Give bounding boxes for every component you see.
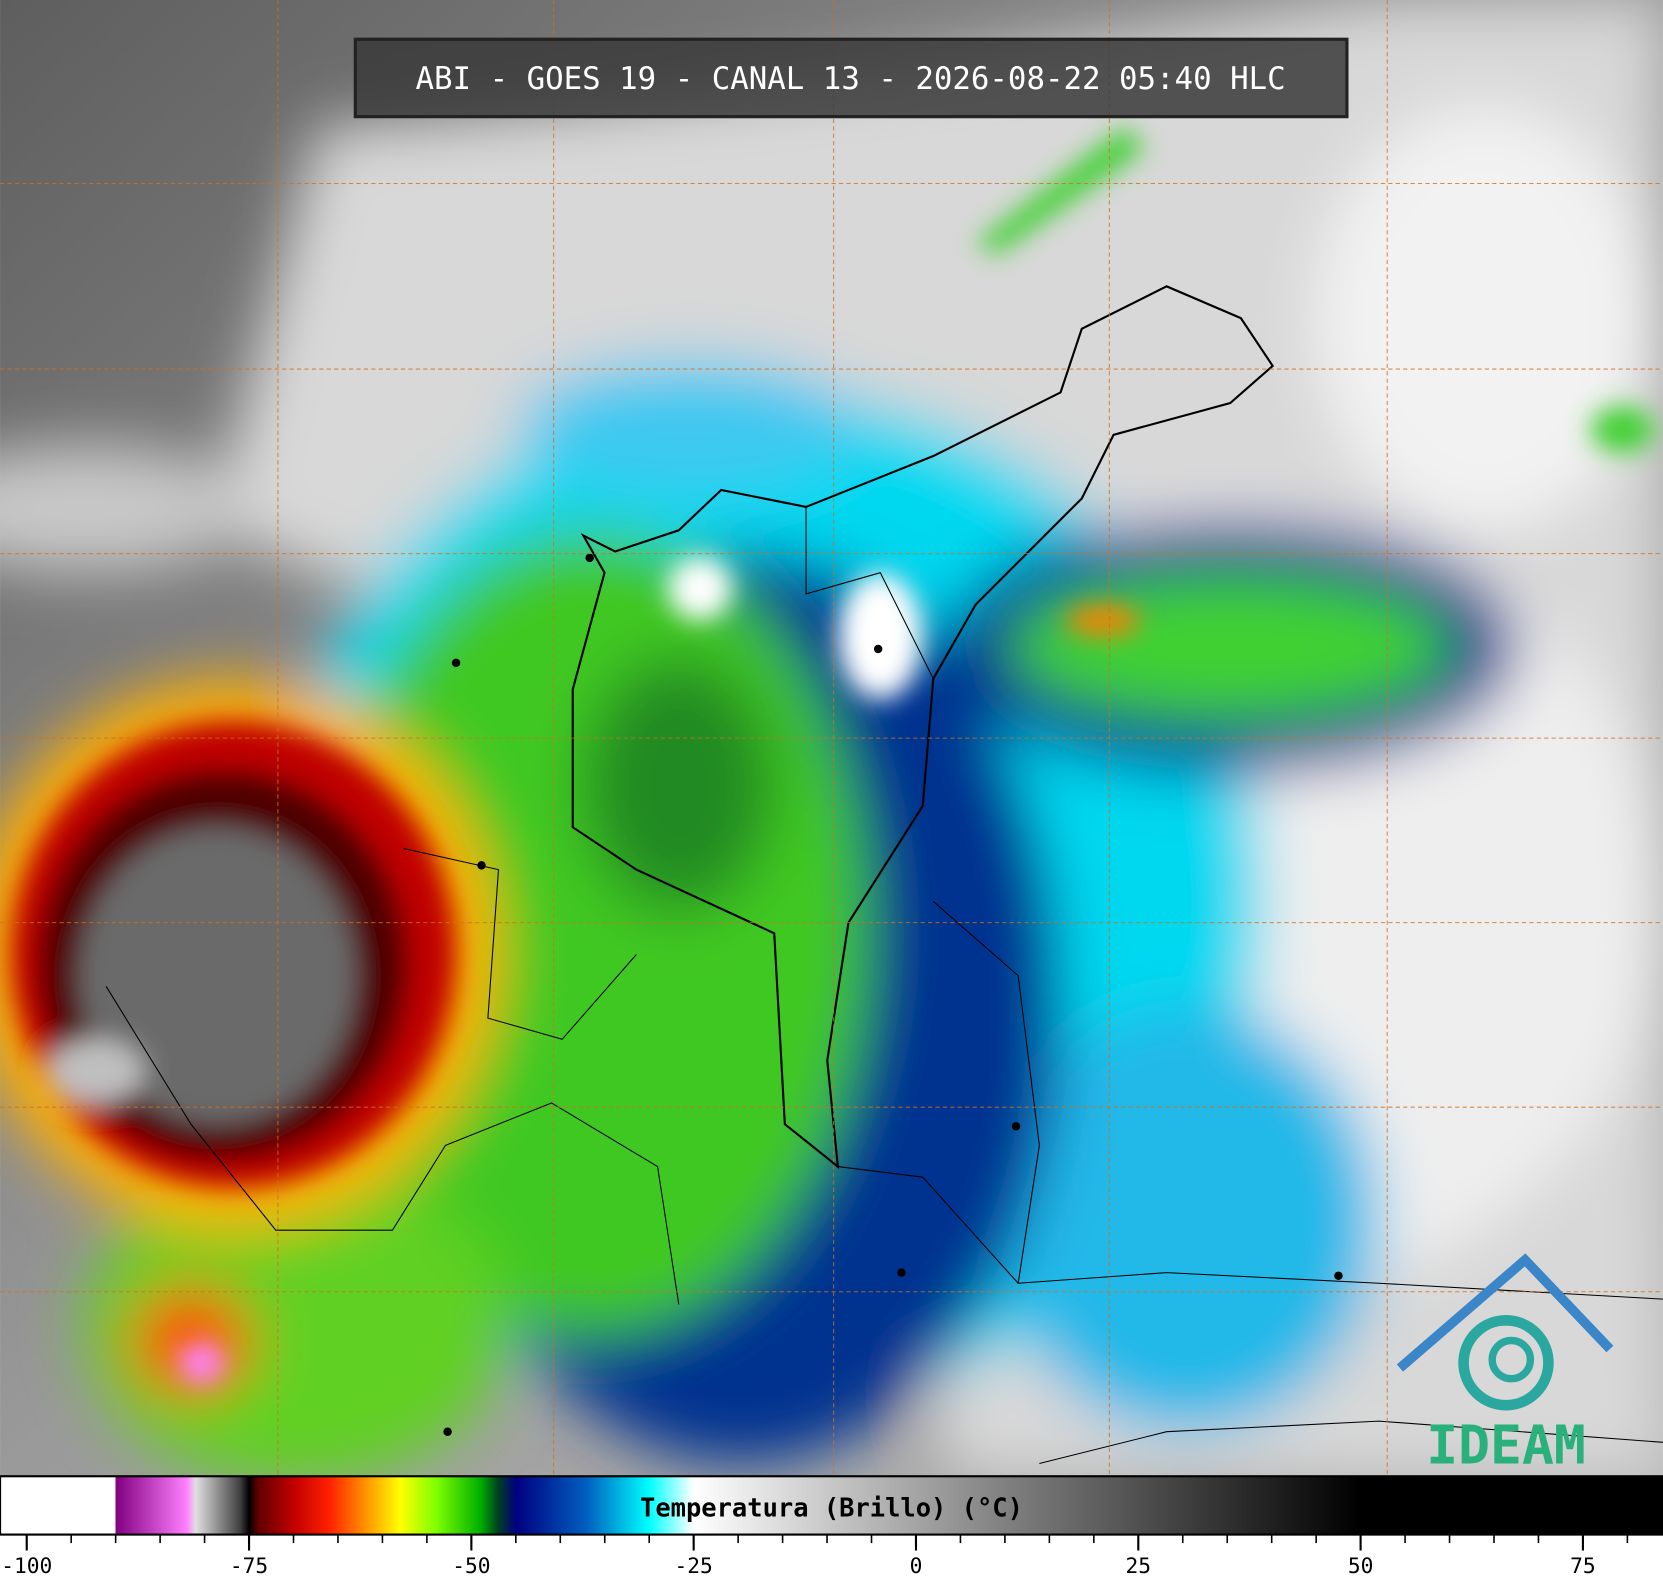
tick-label: -75 <box>230 1554 268 1577</box>
imagery <box>0 0 1663 1485</box>
logo-text: IDEAM <box>1426 1415 1586 1477</box>
tick-label: 50 <box>1348 1554 1374 1577</box>
tick-label: 0 <box>910 1554 923 1577</box>
tick-label: 25 <box>1126 1554 1152 1577</box>
tick-label: -50 <box>452 1554 490 1577</box>
title: ABI - GOES 19 - CANAL 13 - 2026-08-22 05… <box>416 61 1286 97</box>
colorbar: Temperatura (Brillo) (°C) -100 -75 -50 -25 0… <box>0 1475 1663 1577</box>
logo: IDEAM <box>1396 1253 1614 1477</box>
tick-label: -25 <box>675 1554 713 1577</box>
tick-label: 75 <box>1570 1554 1596 1577</box>
colorbar-label: Temperatura (Brillo) (°C) <box>640 1494 1023 1524</box>
colorbar-scale <box>0 1475 1663 1536</box>
title-box: ABI - GOES 19 - CANAL 13 - 2026-08-22 05… <box>353 37 1349 119</box>
tick-label: -100 <box>1 1554 52 1577</box>
